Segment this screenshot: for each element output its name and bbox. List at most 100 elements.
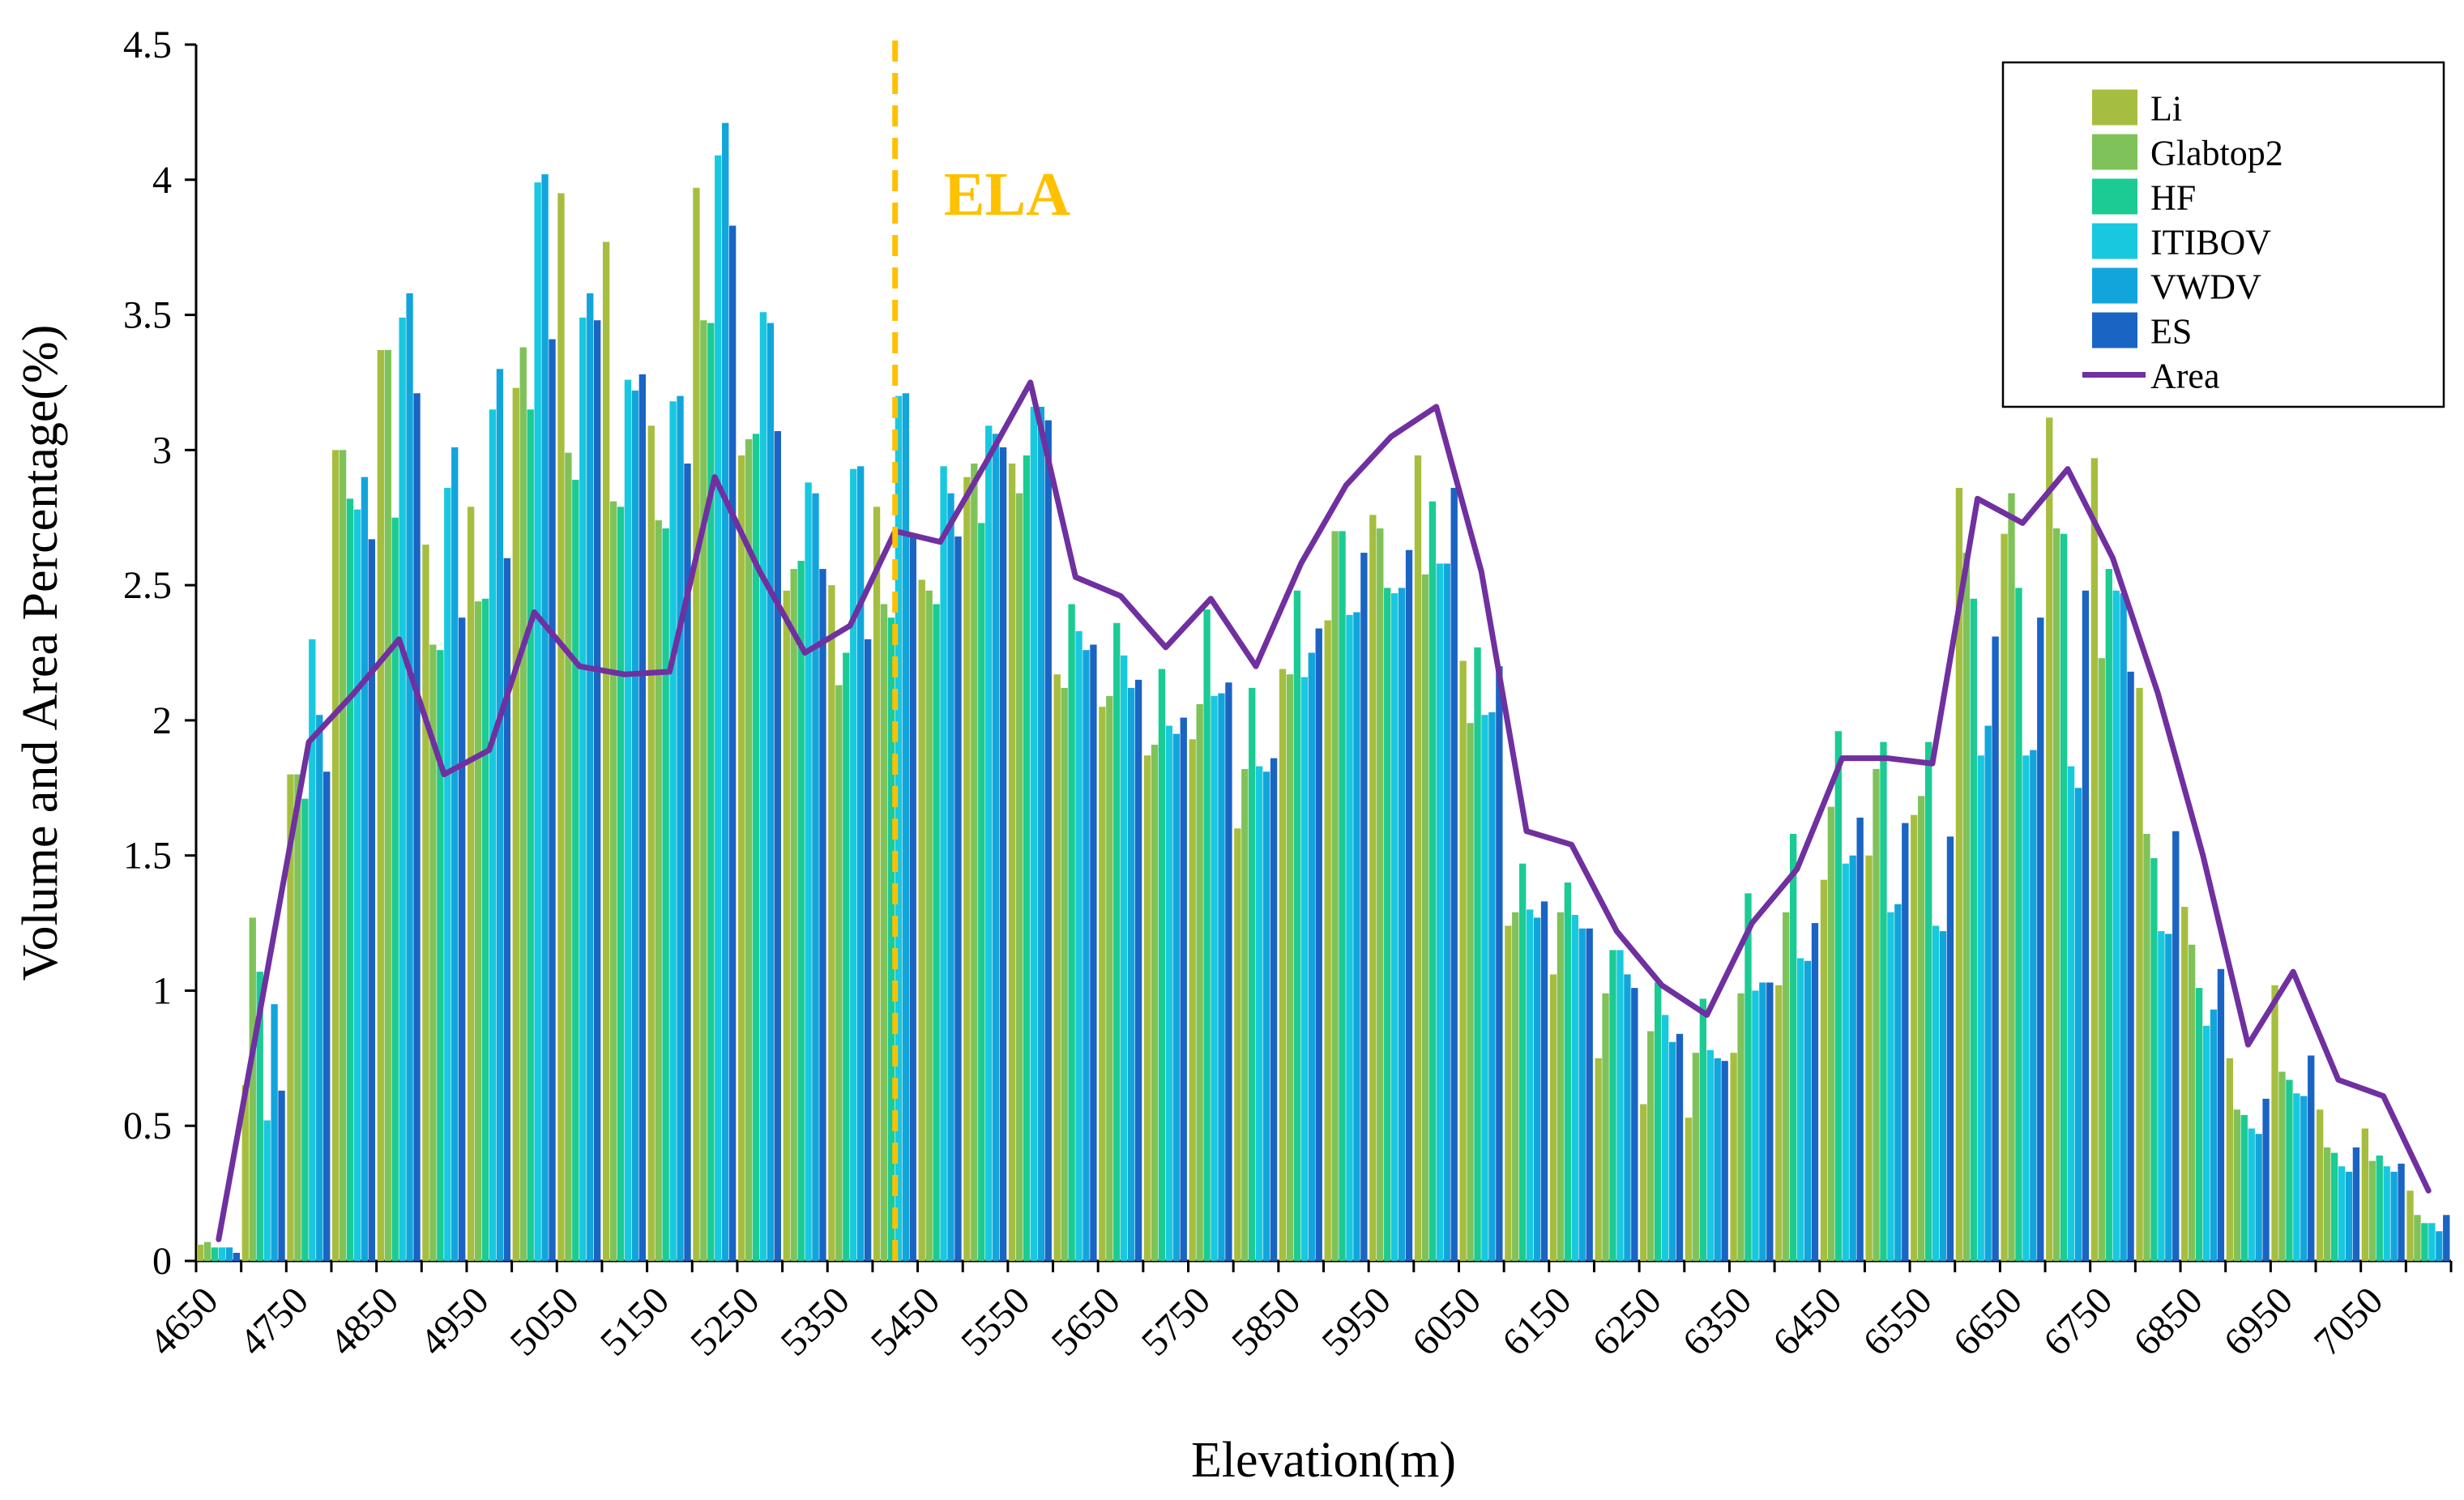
bar-hf-5050: [572, 480, 579, 1261]
bar-glabtop2-6700: [2053, 528, 2060, 1261]
bar-hf-7000: [2330, 1152, 2338, 1261]
bar-es-5400: [909, 536, 916, 1261]
bar-hf-6100: [1519, 863, 1527, 1261]
x-tick-label: 6850: [2125, 1279, 2210, 1364]
bar-li-6300: [1685, 1118, 1693, 1261]
bar-vwdv-4700: [271, 1004, 278, 1261]
bar-itibov-6900: [2248, 1128, 2255, 1261]
bar-itibov-6250: [1661, 1015, 1669, 1261]
bar-li-5100: [602, 241, 610, 1261]
bar-vwdv-5950: [1398, 588, 1406, 1261]
bar-es-5500: [999, 447, 1007, 1261]
bar-glabtop2-6200: [1602, 993, 1609, 1261]
bar-itibov-5200: [715, 155, 722, 1261]
bar-itibov-5800: [1256, 766, 1263, 1261]
bar-li-4850: [377, 349, 384, 1262]
bar-es-7000: [2352, 1147, 2360, 1261]
bar-itibov-6450: [1842, 863, 1849, 1261]
bar-hf-5750: [1203, 609, 1211, 1261]
legend-swatch-li: [2092, 89, 2137, 126]
x-tick-label: 6650: [1945, 1279, 2031, 1364]
x-tick-label: 6550: [1855, 1279, 1940, 1364]
bar-glabtop2-6150: [1557, 912, 1565, 1261]
bar-hf-6550: [1924, 741, 1932, 1261]
bar-itibov-5450: [940, 466, 947, 1261]
bar-itibov-4900: [444, 488, 451, 1261]
bar-es-6850: [2217, 968, 2225, 1261]
bar-li-5050: [557, 193, 565, 1261]
x-tick-label: 5050: [502, 1279, 587, 1364]
bar-hf-5100: [617, 506, 625, 1261]
bar-vwdv-6500: [1894, 904, 1902, 1261]
bar-li-5550: [1008, 464, 1016, 1261]
bar-li-6450: [1820, 879, 1828, 1261]
bar-itibov-6550: [1932, 925, 1940, 1261]
bar-glabtop2-5300: [790, 569, 797, 1261]
legend-swatch-itibov: [2092, 223, 2137, 259]
bar-li-7050: [2361, 1128, 2369, 1261]
bar-li-5400: [873, 506, 881, 1261]
bar-itibov-6800: [2158, 931, 2165, 1261]
bar-hf-6450: [1834, 731, 1842, 1261]
bar-es-6050: [1496, 666, 1503, 1261]
bar-li-5950: [1369, 515, 1377, 1261]
bar-itibov-4800: [353, 509, 361, 1261]
x-tick-label: 7050: [2306, 1279, 2391, 1364]
x-tick-label: 5650: [1043, 1279, 1128, 1364]
bar-li-5850: [1279, 669, 1287, 1261]
bar-hf-6650: [2015, 588, 2022, 1261]
bar-hf-5600: [1068, 604, 1075, 1261]
bar-itibov-6000: [1436, 563, 1443, 1261]
bar-vwdv-6750: [2120, 593, 2127, 1261]
bar-itibov-5300: [805, 482, 812, 1261]
bar-itibov-5000: [534, 182, 541, 1262]
bar-glabtop2-5100: [609, 501, 617, 1261]
bar-es-6750: [2127, 671, 2134, 1261]
bar-vwdv-6600: [1984, 725, 1992, 1261]
bar-li-5000: [512, 387, 519, 1261]
bar-glabtop2-5650: [1106, 695, 1113, 1261]
bar-itibov-6700: [2067, 766, 2075, 1261]
bar-vwdv-6350: [1759, 982, 1766, 1261]
bar-li-5300: [783, 590, 790, 1261]
bar-glabtop2-4700: [249, 917, 256, 1261]
bar-vwdv-5800: [1262, 771, 1270, 1261]
bar-hf-6700: [2060, 533, 2068, 1261]
bar-hf-5150: [662, 528, 669, 1261]
bar-vwdv-6000: [1443, 563, 1450, 1261]
bar-itibov-6050: [1481, 715, 1488, 1261]
legend-swatch-hf: [2092, 178, 2137, 215]
bar-li-4650: [197, 1244, 204, 1261]
bar-li-5350: [828, 585, 835, 1261]
y-tick-label: 1: [152, 969, 172, 1012]
bar-vwdv-7000: [2345, 1171, 2353, 1261]
bar-li-5900: [1324, 620, 1331, 1261]
bar-li-6800: [2136, 687, 2143, 1261]
bar-es-6950: [2308, 1055, 2315, 1261]
bar-es-5450: [954, 536, 962, 1261]
bar-itibov-5950: [1390, 593, 1399, 1261]
bar-es-5250: [774, 430, 781, 1262]
bar-hf-5200: [707, 323, 715, 1261]
y-tick-label: 2.5: [123, 564, 172, 607]
bar-vwdv-7050: [2390, 1171, 2398, 1261]
bar-vwdv-6700: [2074, 788, 2082, 1261]
bar-hf-6950: [2286, 1079, 2293, 1261]
bar-es-5300: [819, 569, 826, 1261]
bar-itibov-6200: [1616, 950, 1624, 1261]
bar-vwdv-5000: [541, 174, 549, 1261]
bar-li-6000: [1414, 455, 1422, 1261]
bar-hf-6400: [1789, 833, 1797, 1261]
bar-itibov-5350: [850, 468, 857, 1261]
bar-vwdv-6450: [1849, 855, 1856, 1261]
bar-hf-5400: [887, 618, 895, 1261]
legend-label-itibov: ITIBOV: [2150, 223, 2271, 263]
bar-glabtop2-5750: [1196, 703, 1203, 1261]
bar-hf-5950: [1384, 588, 1391, 1261]
bar-es-5150: [684, 464, 691, 1261]
bar-glabtop2-5350: [835, 685, 843, 1261]
bar-glabtop2-5550: [1015, 493, 1023, 1261]
bar-itibov-6950: [2293, 1093, 2300, 1261]
bar-es-6550: [1946, 836, 1954, 1261]
x-axis-title: Elevation(m): [1191, 1433, 1456, 1488]
